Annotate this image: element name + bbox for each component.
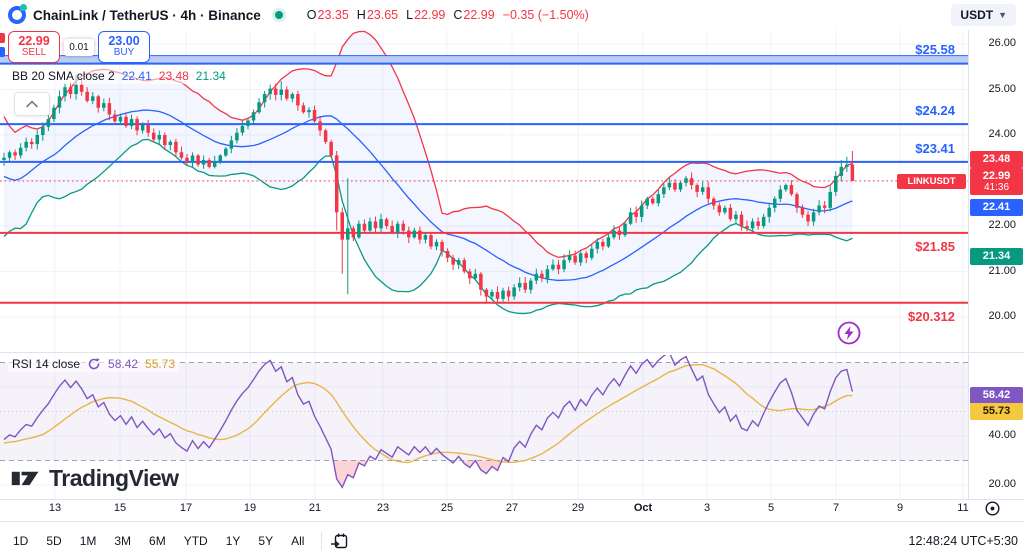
- time-tick-label: 29: [571, 502, 585, 514]
- price-badge: 21.34: [970, 248, 1023, 265]
- rsi-refresh-icon: [88, 358, 100, 370]
- open-value: 23.35: [317, 8, 349, 22]
- time-tick-label: 13: [48, 502, 62, 514]
- time-tick-label: Oct: [633, 502, 653, 514]
- price-tick-label: 22.00: [988, 219, 1016, 231]
- price-badge: 22.41: [970, 199, 1023, 216]
- price-badge: 23.48: [970, 151, 1023, 168]
- toolbar-divider: [321, 532, 323, 550]
- time-tick-label: 27: [505, 502, 519, 514]
- tradingview-watermark: TradingView: [10, 462, 179, 494]
- price-badge: 55.73: [970, 403, 1023, 420]
- go-to-date-button[interactable]: [330, 532, 349, 551]
- rsi-label: RSI 14 close: [12, 357, 81, 371]
- bb-label: BB 20 SMA close 2: [12, 69, 115, 83]
- price-tick-label: 24.00: [988, 128, 1016, 140]
- range-button-1d[interactable]: 1D: [4, 530, 37, 552]
- currency-label: USDT: [960, 8, 994, 22]
- range-button-all[interactable]: All: [282, 530, 313, 552]
- time-tick-label: 21: [308, 502, 322, 514]
- clock-timezone[interactable]: 12:48:24 UTC+5:30: [908, 534, 1018, 548]
- range-button-ytd[interactable]: YTD: [175, 530, 217, 552]
- price-badge: 58.42: [970, 387, 1023, 404]
- tradingview-logo-icon: [11, 471, 39, 486]
- bb-lower-value: 21.34: [195, 69, 226, 83]
- close-value: 22.99: [463, 8, 495, 22]
- ohlc-values: O 23.35 H 23.65 L 22.99 C 22.99 −0.35 (−1.50…: [299, 8, 589, 22]
- time-tick-label: 23: [376, 502, 390, 514]
- low-label: L: [406, 8, 414, 22]
- time-tick-label: 7: [832, 502, 840, 514]
- high-label: H: [356, 8, 366, 22]
- price-level-label: $20.312: [908, 308, 955, 324]
- spread-value: 0.01: [64, 38, 94, 56]
- time-tick-label: 3: [703, 502, 711, 514]
- buy-price: 23.00: [108, 34, 140, 49]
- buy-button[interactable]: 23.00 BUY: [98, 31, 150, 63]
- rsi-tick-label: 20.00: [988, 478, 1016, 490]
- bb-basis-value: 22.41: [121, 69, 152, 83]
- trade-panel: 22.99 SELL 0.01 23.00 BUY: [8, 31, 150, 63]
- low-value: 22.99: [414, 8, 446, 22]
- range-button-5d[interactable]: 5D: [37, 530, 70, 552]
- price-level-label: $23.41: [915, 140, 955, 156]
- currency-dropdown[interactable]: USDT ▼: [951, 4, 1016, 26]
- range-buttons: 1D 5D 1M 3M 6M YTD 1Y 5Y All: [4, 530, 313, 552]
- sell-label: SELL: [21, 47, 47, 59]
- bb-upper-value: 23.48: [158, 69, 189, 83]
- collapse-legend-button[interactable]: [14, 92, 50, 116]
- close-label: C: [453, 8, 463, 22]
- axis-settings-gear-icon[interactable]: [984, 500, 1001, 517]
- rsi-tick-label: 40.00: [988, 429, 1016, 441]
- price-tick-label: 20.00: [988, 310, 1016, 322]
- time-tick-label: 15: [113, 502, 127, 514]
- bottom-toolbar: 1D 5D 1M 3M 6M YTD 1Y 5Y All 12:48:24 UTC+5:30: [0, 521, 1024, 559]
- watermark-text: TradingView: [49, 464, 179, 491]
- range-button-3m[interactable]: 3M: [105, 530, 140, 552]
- time-tick-label: 25: [440, 502, 454, 514]
- chainlink-logo-icon: [8, 4, 27, 24]
- change-value: −0.35 (−1.50%): [502, 8, 589, 22]
- price-badge: 22.99 41:36: [970, 168, 1023, 195]
- time-tick-label: 11: [957, 502, 969, 514]
- time-tick-label: 19: [243, 502, 257, 514]
- chevron-up-icon: [26, 100, 38, 108]
- time-tick-label: 9: [896, 502, 904, 514]
- range-button-1m[interactable]: 1M: [71, 530, 106, 552]
- time-tick-label: 5: [767, 502, 775, 514]
- rsi-indicator-legend[interactable]: RSI 14 close 58.42 55.73: [8, 356, 180, 372]
- range-button-6m[interactable]: 6M: [140, 530, 175, 552]
- market-status-dot: [274, 11, 283, 19]
- price-tick-label: 26.00: [988, 37, 1016, 49]
- left-scale-buy-sliver: [0, 47, 5, 57]
- symbol-price-tag: LINKUSDT: [897, 174, 966, 189]
- time-tick-label: 17: [179, 502, 193, 514]
- lightning-icon: [837, 321, 861, 345]
- price-tick-label: 25.00: [988, 82, 1016, 95]
- price-level-label: $21.85: [915, 238, 955, 254]
- price-level-label: $25.58: [915, 42, 955, 58]
- lightning-button[interactable]: [836, 320, 862, 346]
- bb-indicator-legend[interactable]: BB 20 SMA close 2 22.41 23.48 21.34: [8, 68, 230, 84]
- rsi-ma-value: 55.73: [145, 357, 176, 371]
- sell-price: 22.99: [18, 34, 50, 49]
- high-value: 23.65: [366, 8, 399, 22]
- chevron-down-icon: ▼: [998, 10, 1007, 20]
- open-label: O: [306, 8, 317, 22]
- calendar-icon: [331, 533, 348, 548]
- price-tick-label: 21.00: [988, 264, 1016, 277]
- left-scale-sell-sliver: [0, 33, 5, 43]
- sell-button[interactable]: 22.99 SELL: [8, 31, 60, 63]
- price-level-label: $24.24: [915, 103, 955, 119]
- rsi-value: 58.42: [108, 357, 139, 371]
- range-button-5y[interactable]: 5Y: [249, 530, 282, 552]
- buy-label: BUY: [113, 47, 135, 59]
- chart-header: ChainLink / TetherUS · 4h · Binance O 23.…: [0, 0, 1024, 30]
- range-button-1y[interactable]: 1Y: [217, 530, 250, 552]
- symbol-title[interactable]: ChainLink / TetherUS · 4h · Binance: [33, 7, 261, 23]
